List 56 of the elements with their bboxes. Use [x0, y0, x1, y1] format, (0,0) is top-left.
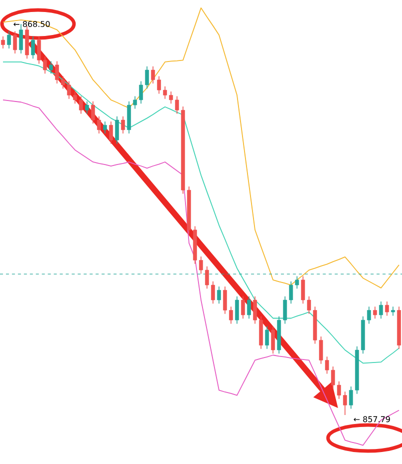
candlestick [325, 356, 329, 374]
candlestick [247, 296, 251, 320]
candlestick [229, 306, 233, 324]
candlestick [157, 76, 161, 94]
candlestick [205, 266, 209, 290]
candlestick [379, 301, 383, 320]
candlestick [331, 366, 335, 390]
candlestick [19, 24, 23, 54]
candlestick [253, 296, 257, 324]
candlestick [55, 60, 59, 84]
candlestick [103, 121, 107, 134]
candlestick [37, 36, 41, 64]
candlestick [217, 286, 221, 304]
candlestick [133, 96, 137, 110]
candlestick [163, 86, 167, 100]
candlestick [211, 280, 215, 304]
candlestick [343, 391, 347, 416]
candlestick [385, 301, 389, 316]
candlestick [307, 296, 311, 314]
candlestick [43, 56, 47, 74]
candlestick [289, 280, 293, 304]
candlestick [349, 386, 353, 410]
candlestick [49, 60, 53, 74]
candlestick [73, 91, 77, 104]
candlestick [223, 286, 227, 314]
candlestick [91, 100, 95, 124]
candlestick [7, 30, 11, 49]
candlestick [31, 36, 35, 60]
candlestick [271, 326, 275, 354]
candlestick [283, 296, 287, 324]
candlestick [175, 96, 179, 114]
candlestick [1, 36, 5, 49]
candlestick [13, 30, 17, 54]
candlestick [199, 256, 203, 274]
candlestick [301, 276, 305, 304]
candlestick [85, 100, 89, 114]
candlestick [337, 381, 341, 400]
candlestick [391, 306, 395, 316]
candlestick [319, 336, 323, 364]
candlestick [373, 306, 377, 320]
candlestick [61, 76, 65, 90]
candlestick [67, 80, 71, 100]
candlestick [145, 66, 149, 90]
candlestick [265, 326, 269, 350]
candlestick [295, 276, 299, 290]
candlestick [169, 91, 173, 104]
candlestick [139, 80, 143, 104]
candlestick [235, 296, 239, 324]
candlestick [97, 116, 101, 134]
candlestick [121, 116, 125, 134]
candlestick [115, 116, 119, 144]
candlestick [241, 296, 245, 320]
candlestick [109, 121, 113, 144]
candlestick [367, 306, 371, 324]
candlestick [79, 96, 83, 114]
candlestick [151, 66, 155, 84]
